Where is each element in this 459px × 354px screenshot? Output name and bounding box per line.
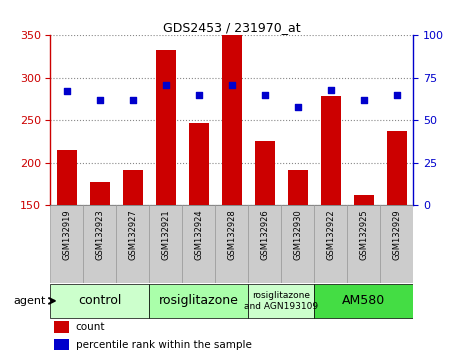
Bar: [222, 35, 242, 205]
Point: [294, 104, 302, 110]
Point: [63, 88, 71, 94]
Bar: [182, 205, 215, 283]
Text: GSM132927: GSM132927: [129, 209, 137, 260]
Point: [96, 97, 104, 103]
Bar: [387, 131, 407, 205]
Bar: [248, 284, 314, 318]
Text: count: count: [76, 322, 106, 332]
Text: GSM132926: GSM132926: [260, 209, 269, 260]
Text: control: control: [78, 295, 122, 307]
Bar: [281, 205, 314, 283]
Bar: [321, 96, 341, 205]
Text: GSM132925: GSM132925: [359, 209, 368, 260]
Point: [162, 82, 169, 87]
Text: GSM132921: GSM132921: [162, 209, 170, 260]
Text: GSM132924: GSM132924: [194, 209, 203, 260]
Text: percentile rank within the sample: percentile rank within the sample: [76, 340, 252, 350]
Point: [129, 97, 137, 103]
Bar: [54, 321, 69, 333]
Bar: [123, 170, 143, 205]
Bar: [149, 205, 182, 283]
Point: [360, 97, 367, 103]
Bar: [347, 205, 380, 283]
Bar: [189, 123, 209, 205]
Text: GSM132922: GSM132922: [326, 209, 335, 260]
Bar: [314, 205, 347, 283]
Bar: [215, 205, 248, 283]
Bar: [248, 205, 281, 283]
Text: rosiglitazone: rosiglitazone: [159, 295, 239, 307]
Bar: [314, 284, 413, 318]
Bar: [149, 284, 248, 318]
Text: AM580: AM580: [342, 295, 385, 307]
Bar: [50, 284, 149, 318]
Point: [261, 92, 269, 98]
Title: GDS2453 / 231970_at: GDS2453 / 231970_at: [163, 21, 301, 34]
Point: [195, 92, 202, 98]
Text: GSM132928: GSM132928: [227, 209, 236, 260]
Bar: [90, 182, 110, 205]
Bar: [380, 205, 413, 283]
Bar: [117, 205, 149, 283]
Text: GSM132929: GSM132929: [392, 209, 401, 260]
Bar: [84, 205, 117, 283]
Bar: [288, 171, 308, 205]
Text: GSM132919: GSM132919: [62, 209, 72, 260]
Bar: [255, 141, 274, 205]
Point: [393, 92, 400, 98]
Bar: [354, 195, 374, 205]
Text: rosiglitazone
and AGN193109: rosiglitazone and AGN193109: [244, 291, 318, 310]
Point: [327, 87, 334, 93]
Text: agent: agent: [13, 296, 46, 306]
Bar: [57, 150, 77, 205]
Point: [228, 82, 235, 87]
Bar: [54, 339, 69, 350]
Text: GSM132930: GSM132930: [293, 209, 302, 260]
Bar: [156, 50, 176, 205]
Bar: [50, 205, 84, 283]
Text: GSM132923: GSM132923: [95, 209, 105, 260]
